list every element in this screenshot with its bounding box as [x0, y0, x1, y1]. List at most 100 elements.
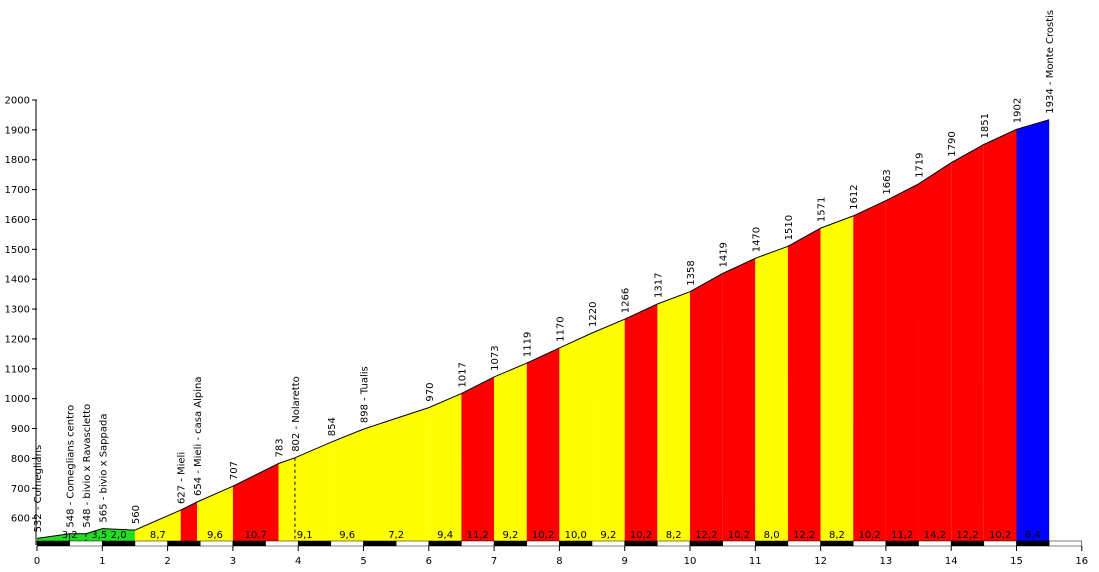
- scale-bar-block: [885, 540, 919, 547]
- gradient-segment-fill: [278, 442, 331, 545]
- point-label: 1220: [588, 301, 599, 326]
- y-tick-label: 1000: [5, 394, 30, 405]
- gradient-label: 10,2: [630, 530, 652, 541]
- scale-bar-block: [395, 540, 430, 547]
- scale-bar-block: [461, 540, 495, 547]
- gradient-label: 3,5: [91, 530, 107, 541]
- point-label: 1358: [686, 260, 697, 285]
- gradient-label: 10,2: [532, 530, 554, 541]
- gradient-segment-fill: [461, 376, 495, 545]
- gradient-segment-fill: [180, 502, 197, 545]
- gradient-label: 11,2: [467, 530, 489, 541]
- gradient-segment-fill: [690, 273, 723, 545]
- gradient-label: 7,2: [388, 530, 404, 541]
- x-tick-label: 5: [360, 556, 366, 567]
- point-label: 1510: [784, 215, 795, 240]
- x-axis-ticks: 0 1 2 3 4 5 6 7 8 9 10 11 12 13 14 15 16: [34, 546, 1088, 567]
- gradient-segment-fill: [363, 407, 429, 545]
- gradient-label: 12,2: [956, 530, 978, 541]
- scale-bar-block: [918, 540, 952, 547]
- point-label: 783: [275, 438, 286, 457]
- gradient-label: 9,6: [339, 530, 355, 541]
- y-tick-label: 1400: [5, 275, 30, 286]
- gradient-segments: [37, 119, 1050, 546]
- gradient-label: 10,7: [245, 530, 267, 541]
- scale-bar-block: [624, 540, 658, 547]
- scale-bar-block: [428, 540, 462, 547]
- point-label: 802 - Nolaretto: [291, 376, 302, 452]
- x-tick-label: 11: [749, 556, 762, 567]
- scale-bar-block: [297, 540, 332, 547]
- y-tick-label: 1200: [5, 334, 30, 345]
- gradient-label: 6,4: [1025, 530, 1041, 541]
- gradient-segment-fill: [983, 129, 1017, 546]
- scale-bar-block: [200, 540, 234, 547]
- x-tick-label: 15: [1010, 556, 1023, 567]
- x-tick-label: 2: [164, 556, 170, 567]
- point-label: 970: [425, 383, 436, 402]
- y-tick-label: 600: [11, 514, 30, 525]
- gradient-segment-fill: [918, 162, 952, 545]
- scale-bar-block: [689, 540, 723, 547]
- gradient-label: 12,2: [793, 530, 815, 541]
- point-label: 707: [229, 461, 240, 480]
- y-tick-label: 900: [11, 424, 30, 435]
- gradient-segment-fill: [722, 258, 756, 545]
- scale-bar-block: [559, 540, 593, 547]
- gradient-segment-fill: [134, 510, 181, 545]
- point-label: 1266: [621, 288, 632, 313]
- scale-bar-block: [232, 540, 266, 547]
- gradient-label: 3,2: [62, 530, 78, 541]
- scale-bar-block: [591, 540, 625, 547]
- gradient-label: 14,2: [924, 530, 946, 541]
- point-label: 1902: [1013, 98, 1024, 123]
- scale-bar-block: [657, 540, 691, 547]
- y-tick-label: 1700: [5, 185, 30, 196]
- scale-bar-block: [134, 540, 168, 547]
- y-tick-label: 1800: [5, 155, 30, 166]
- y-tick-label: 1100: [5, 364, 30, 375]
- point-label: 1119: [523, 332, 534, 357]
- scale-bar-block: [950, 540, 985, 547]
- x-tick-label: 16: [1075, 556, 1088, 567]
- gradient-label: 9,2: [502, 530, 518, 541]
- x-tick-label: 4: [295, 556, 301, 567]
- scale-bar-block: [1016, 540, 1050, 547]
- gradient-label: 9,2: [600, 530, 616, 541]
- point-label: 854: [327, 417, 338, 436]
- scale-bar-block: [363, 540, 397, 547]
- gradient-segment-fill: [1016, 119, 1050, 545]
- point-label: 1719: [915, 152, 926, 177]
- point-label: 1851: [980, 113, 991, 138]
- gradient-segment-fill: [951, 144, 984, 545]
- gradient-label: 2,0: [111, 530, 127, 541]
- gradient-segment-fill: [428, 393, 462, 545]
- segment-dividers: [69, 457, 296, 541]
- point-label: 1419: [719, 242, 730, 267]
- point-label: 654 - Mieli - casa Alpina: [193, 376, 204, 496]
- gradient-segment-fill: [559, 333, 593, 545]
- scale-bar-block: [853, 540, 887, 547]
- x-tick-label: 3: [230, 556, 236, 567]
- point-label: 560: [131, 505, 142, 524]
- profile-outline: [36, 119, 1050, 539]
- point-label: 548 - bivio x Ravascletto: [82, 404, 93, 528]
- x-tick-label: 9: [622, 556, 628, 567]
- x-tick-label: 7: [491, 556, 497, 567]
- gradient-label: 8,2: [829, 530, 845, 541]
- gradient-label: 8,7: [150, 530, 166, 541]
- scale-bar-block: [69, 540, 103, 547]
- point-label: 565 - bivio x Sappada: [98, 414, 109, 523]
- scale-bar-block: [102, 540, 136, 547]
- scale-bar-block: [755, 540, 789, 547]
- x-tick-label: 12: [814, 556, 827, 567]
- gradient-segment-fill: [820, 215, 854, 545]
- gradient-label: 11,2: [891, 530, 913, 541]
- gradient-segment-fill: [526, 347, 560, 545]
- scale-bar-block: [983, 540, 1017, 547]
- gradient-segment-fill: [232, 463, 279, 545]
- point-label: 1317: [653, 273, 664, 298]
- scale-bar-block: [787, 540, 821, 547]
- point-label: 548 - Comeglians centro: [66, 405, 77, 528]
